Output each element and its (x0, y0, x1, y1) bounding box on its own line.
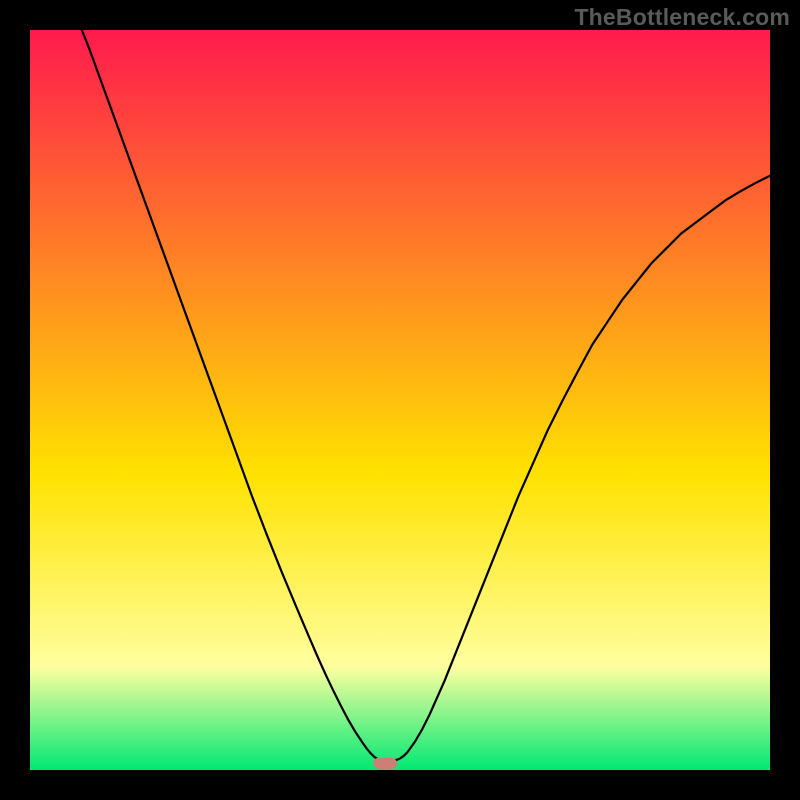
watermark-text: TheBottleneck.com (574, 4, 790, 31)
bottleneck-chart (0, 0, 800, 800)
minimum-marker (373, 758, 397, 769)
plot-background (30, 30, 770, 770)
